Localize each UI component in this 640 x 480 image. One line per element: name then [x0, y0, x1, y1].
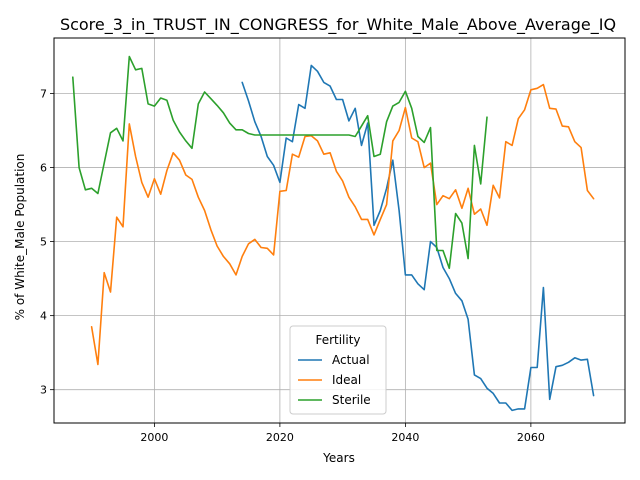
legend-box — [289, 325, 387, 415]
y-tick-label: 5 — [40, 236, 47, 249]
x-axis-label: Years — [322, 451, 355, 465]
x-tick-label: 2020 — [266, 431, 294, 444]
series-line-actual — [241, 64, 595, 412]
x-axis: 2000 2020 2040 2060 — [140, 423, 545, 444]
legend-title: Fertility — [315, 333, 360, 347]
legend-label-sterile: Sterile — [332, 393, 371, 407]
series-line-ideal — [90, 83, 595, 366]
legend: Fertility Actual Ideal Sterile — [289, 325, 387, 415]
x-tick-label: 2040 — [391, 431, 419, 444]
plot-frame — [53, 37, 626, 424]
y-tick-label: 6 — [40, 162, 47, 175]
x-tick-label: 2060 — [517, 431, 545, 444]
series-lines — [72, 55, 595, 412]
y-tick-label: 3 — [40, 384, 47, 397]
y-axis: 3 4 5 6 7 — [40, 88, 54, 397]
y-tick-label: 4 — [40, 310, 47, 323]
series-line-sterile — [72, 55, 488, 270]
y-axis-label: % of White_Male Population — [13, 154, 27, 321]
x-tick-label: 2000 — [140, 431, 168, 444]
chart-title: Score_3_in_TRUST_IN_CONGRESS_for_White_M… — [60, 15, 616, 35]
legend-label-ideal: Ideal — [332, 373, 361, 387]
legend-label-actual: Actual — [332, 353, 370, 367]
y-tick-label: 7 — [40, 88, 47, 101]
